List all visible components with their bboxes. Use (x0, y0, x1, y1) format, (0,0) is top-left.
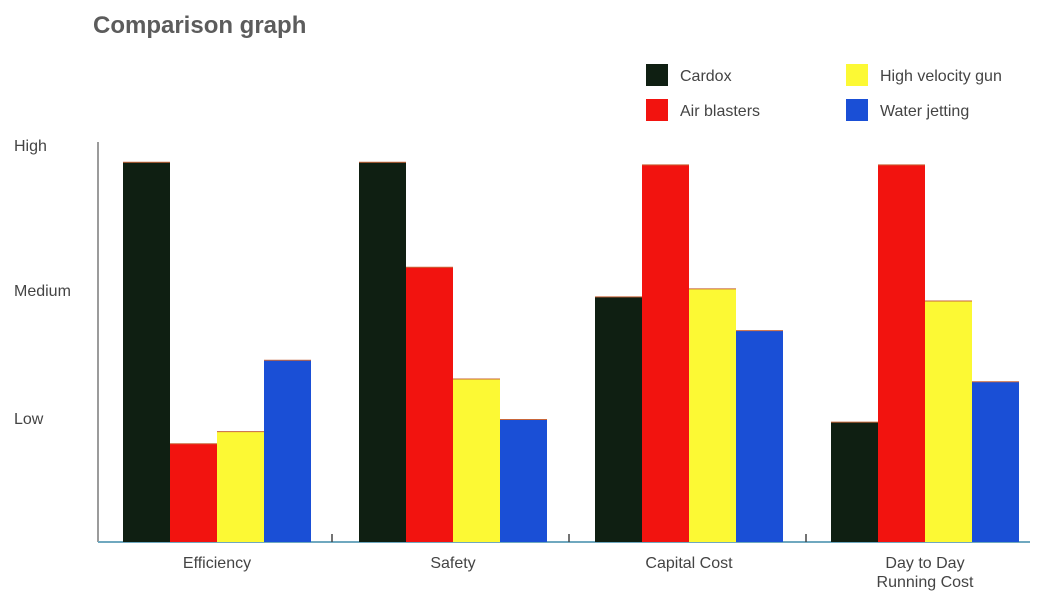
y-tick-label: Low (14, 411, 44, 428)
bar-water-jetting-capital-cost (736, 330, 783, 542)
bar-high-velocity-gun-day-to-day-running-cost (925, 300, 972, 542)
legend-swatch-water-jetting (846, 99, 868, 121)
chart-title: Comparison graph (93, 12, 306, 39)
legend-label: Water jetting (880, 103, 969, 120)
legend-label: High velocity gun (880, 68, 1002, 85)
bars (123, 161, 1019, 543)
y-tick-label: High (14, 138, 47, 155)
bar-high-velocity-gun-safety (453, 379, 500, 542)
legend: Cardox High velocity gun Air blasters Water… (646, 64, 1002, 121)
x-tick-label: Capital Cost (645, 555, 733, 572)
bar-water-jetting-day-to-day-running-cost (972, 381, 1019, 542)
y-tick-labels: Low Medium High (14, 138, 71, 428)
x-tick-label: Efficiency (183, 555, 251, 572)
x-tick-label: Day to Day (885, 555, 964, 572)
bar-cardox-capital-cost (595, 296, 642, 542)
x-tick-label: Safety (430, 555, 475, 572)
bar-high-velocity-gun-efficiency (217, 431, 264, 542)
bar-cardox-day-to-day-running-cost (831, 422, 878, 542)
bar-cardox-safety (359, 162, 406, 543)
x-tick-label: Running Cost (877, 574, 975, 591)
bar-air-blasters-efficiency (170, 443, 217, 542)
bar-air-blasters-day-to-day-running-cost (878, 164, 925, 542)
bar-high-velocity-gun-capital-cost (689, 288, 736, 542)
bar-air-blasters-safety (406, 267, 453, 542)
bar-cardox-efficiency (123, 162, 170, 543)
bar-water-jetting-safety (500, 419, 547, 542)
bar-air-blasters-capital-cost (642, 164, 689, 542)
x-tick-labels: Efficiency Safety Capital Cost Day to Day Ru… (183, 555, 974, 591)
y-tick-label: Medium (14, 283, 71, 300)
legend-swatch-cardox (646, 64, 668, 86)
legend-swatch-air-blasters (646, 99, 668, 121)
legend-label: Cardox (680, 68, 732, 85)
legend-swatch-high-velocity-gun (846, 64, 868, 86)
bar-water-jetting-efficiency (264, 360, 311, 542)
legend-label: Air blasters (680, 103, 760, 120)
